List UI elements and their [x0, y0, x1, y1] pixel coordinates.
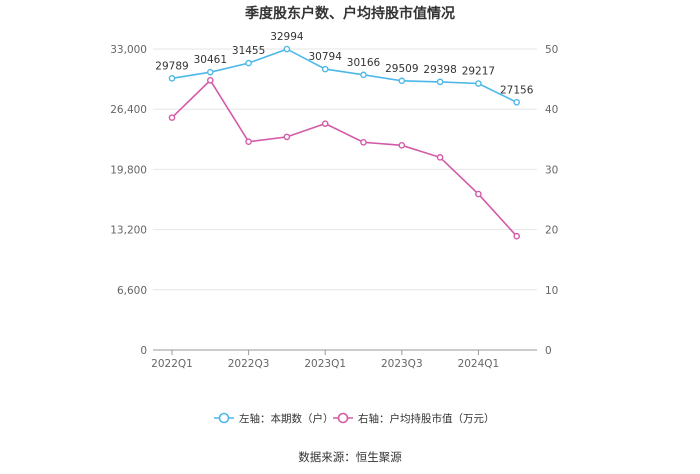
data-point: [283, 133, 291, 141]
left-axis-tick-label: 13,200: [110, 225, 147, 237]
data-label: 29398: [423, 64, 456, 76]
data-label: 30461: [194, 54, 227, 66]
x-axis-tick-label: 2022Q3: [228, 358, 270, 370]
right-axis-tick-label: 20: [545, 225, 558, 237]
data-label: 29509: [385, 63, 418, 75]
series-line-holders: [171, 48, 518, 104]
legend-marker: [337, 412, 349, 424]
axes: 0 6,600 13,200 19,800 26,400 33,000 0 10 20 30 40 5…: [110, 44, 558, 370]
series-layer: 29789 30461 31455 32994 30794 30166 29509 29398…: [155, 31, 534, 240]
data-point: [321, 65, 329, 73]
legend[interactable]: 左轴：本期数（户） 右轴：户均持股市值（万元）: [214, 412, 495, 425]
data-point: [475, 190, 482, 198]
legend-label: 右轴：户均持股市值（万元）: [358, 412, 495, 425]
data-point: [206, 68, 214, 76]
x-axis-tick-label: 2023Q1: [304, 358, 346, 370]
data-label: 30794: [308, 51, 342, 63]
left-axis-tick-label: 33,000: [110, 44, 147, 56]
right-axis-tick-label: 10: [545, 285, 558, 297]
right-axis-tick-label: 50: [545, 44, 558, 56]
x-axis-tick-label: 2022Q1: [151, 358, 193, 370]
x-axis-tick-label: 2024Q1: [458, 358, 500, 370]
left-axis-tick-label: 26,400: [110, 104, 147, 116]
legend-marker: [218, 412, 230, 424]
data-point: [475, 80, 482, 87]
data-point: [360, 71, 367, 79]
right-axis-tick-label: 40: [545, 104, 558, 116]
data-label: 27156: [500, 84, 534, 96]
data-point: [436, 154, 444, 161]
data-label: 31455: [232, 45, 265, 57]
data-point: [168, 114, 176, 121]
legend-label: 左轴：本期数（户）: [239, 412, 334, 425]
data-point: [436, 78, 444, 86]
data-point: [513, 99, 521, 106]
data-point: [360, 139, 367, 146]
left-axis-tick-label: 19,800: [110, 164, 147, 176]
x-axis-tick-label: 2023Q3: [381, 358, 423, 370]
data-label: 29217: [462, 66, 495, 78]
data-point: [321, 120, 329, 127]
left-axis-tick-label: 6,600: [117, 285, 147, 297]
data-label: 30166: [347, 57, 381, 69]
right-axis-tick-label: 0: [545, 345, 552, 357]
chart-title: 季度股东户数、户均持股市值情况: [244, 5, 455, 22]
data-label: 32994: [270, 31, 304, 43]
data-point: [168, 74, 176, 82]
data-point: [245, 59, 252, 67]
series-line-value: [171, 79, 518, 237]
data-point: [513, 232, 521, 240]
data-point: [245, 138, 252, 146]
left-axis-tick-label: 0: [140, 345, 147, 357]
data-point: [398, 142, 406, 149]
data-point: [398, 77, 406, 85]
data-label: 29789: [155, 60, 188, 72]
data-point: [283, 45, 291, 53]
grid-lines: [153, 48, 537, 291]
right-axis-tick-label: 30: [545, 164, 558, 176]
data-point: [206, 77, 214, 84]
source-note: 数据来源：恒生聚源: [298, 450, 402, 464]
